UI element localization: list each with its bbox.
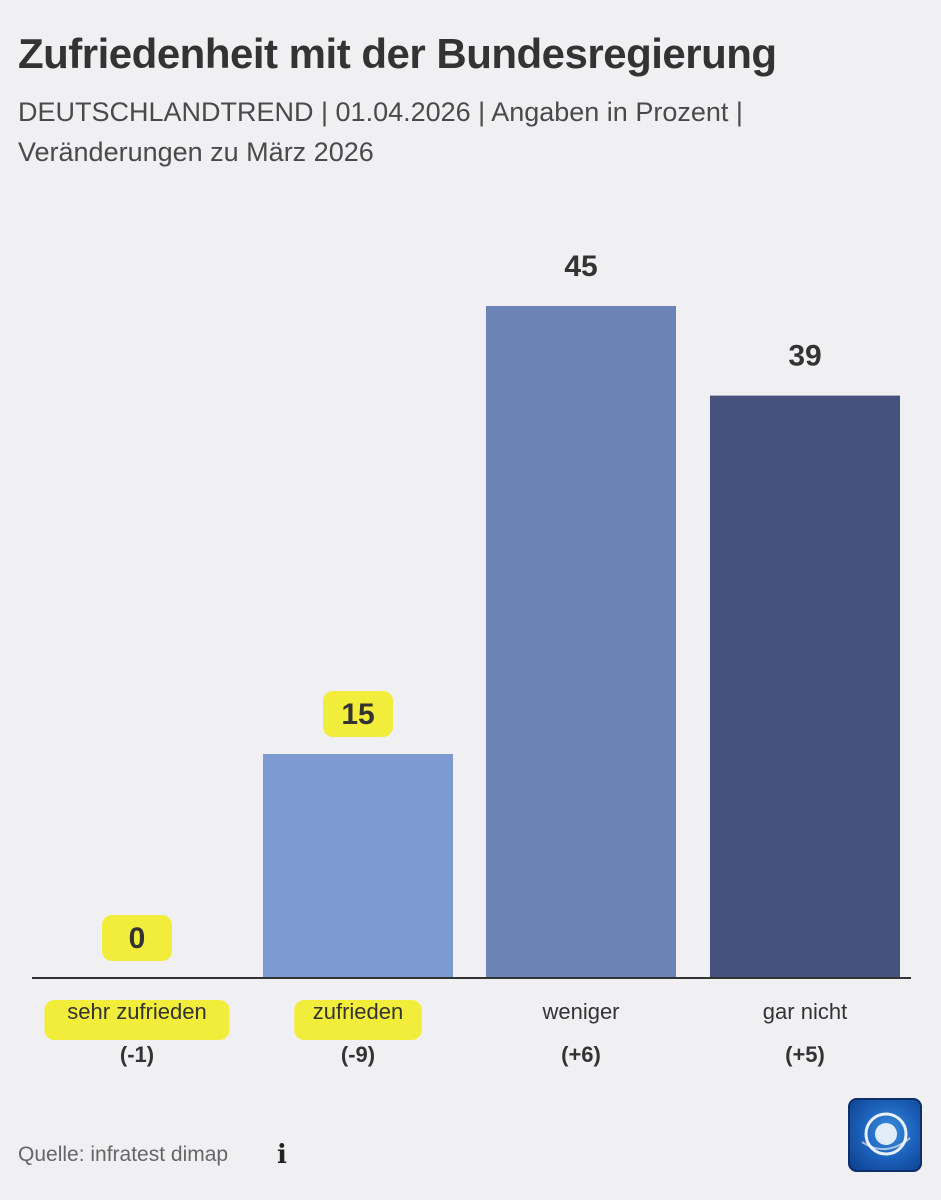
chart-title: Zufriedenheit mit der Bundesregierung (18, 30, 777, 77)
globe-icon (861, 1112, 911, 1156)
category-label-weniger: weniger (541, 999, 619, 1024)
category-label-gar-nicht: gar nicht (763, 999, 847, 1024)
highlight-sehr-zufrieden-value (102, 915, 172, 961)
bar-chart: 0 sehr zufrieden (-1) 15 zufrieden (-9) 45 weni… (32, 250, 911, 1067)
change-label-sehr-zufrieden: (-1) (120, 1042, 154, 1067)
change-label-weniger: (+6) (561, 1042, 601, 1067)
highlight-sehr-zufrieden-label (44, 1000, 230, 1040)
change-label-zufrieden: (-9) (341, 1042, 375, 1067)
category-label-sehr-zufrieden: sehr zufrieden (67, 999, 206, 1024)
info-icon[interactable]: i (277, 1140, 287, 1170)
bar-gar-nicht (710, 395, 900, 979)
bar-zufrieden (263, 754, 453, 978)
chart-subtitle: DEUTSCHLANDTREND | 01.04.2026 | Angaben … (18, 97, 743, 167)
value-label-gar-nicht: 39 (788, 340, 821, 373)
highlight-zufrieden-label (294, 1000, 422, 1040)
value-label-zufrieden: 15 (341, 698, 374, 731)
bar-weniger (486, 306, 676, 978)
highlight-zufrieden-value (323, 691, 393, 737)
value-label-weniger: 45 (564, 250, 597, 283)
tagesschau-logo (848, 1098, 922, 1172)
value-label-sehr-zufrieden: 0 (129, 922, 146, 955)
change-label-gar-nicht: (+5) (785, 1042, 825, 1067)
category-label-zufrieden: zufrieden (313, 999, 404, 1024)
source-label: Quelle: infratest dimap (18, 1143, 229, 1166)
